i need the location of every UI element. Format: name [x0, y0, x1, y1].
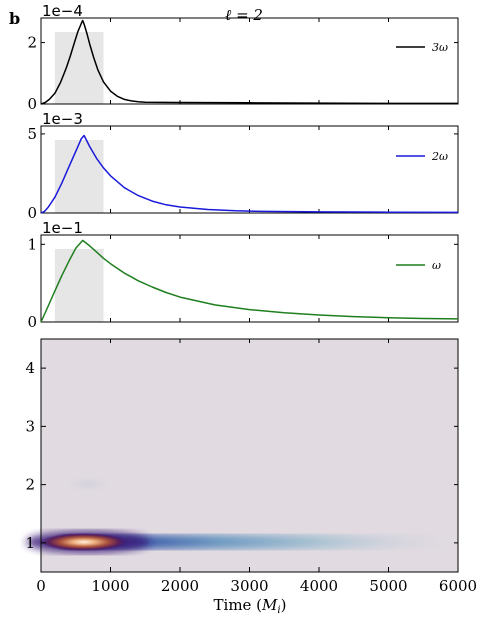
y-tick-label: 5: [27, 125, 37, 143]
line-panel-2: 0 5 1e−3 2ω: [27, 110, 459, 222]
x-axis-label: Time (Mi): [214, 596, 287, 616]
x-tick-label: 6000: [439, 577, 477, 595]
x-tick-label: 0: [36, 577, 46, 595]
x-tick-label: 1000: [91, 577, 129, 595]
legend-label: ω: [432, 259, 441, 272]
series-line: [40, 239, 459, 323]
y-tick-label: 3: [25, 417, 35, 435]
y-tick-label: 2: [25, 476, 35, 494]
y-tick-label: 1: [25, 534, 35, 552]
shaded-window: [54, 140, 104, 213]
faint-harmonic-2: [60, 476, 116, 492]
fundamental-tail: [60, 535, 458, 549]
legend-label: 3ω: [432, 41, 448, 54]
x-tick-label: 4000: [300, 577, 338, 595]
y-tick-label: 0: [27, 204, 37, 222]
fundamental-core: [40, 533, 128, 551]
y-multiplier: 1e−3: [42, 110, 83, 128]
y-tick-label: 0: [27, 313, 37, 331]
series-line: [40, 134, 459, 214]
figure-title: ℓ = 2: [225, 6, 263, 24]
y-multiplier: 1e−1: [42, 219, 83, 237]
y-tick-label: 0: [27, 95, 37, 113]
line-panel-1: 0 2 1e−4 3ω: [27, 2, 459, 113]
x-tick-label: 2000: [161, 577, 199, 595]
legend-label: 2ω: [431, 150, 448, 163]
spectrogram-panel: 0 1000 2000 3000 4000 5000 6000 1 2 3 4 Time (Mi): [25, 338, 477, 616]
line-panel-3: 0 1 1e−1 ω: [27, 219, 459, 331]
series-line: [40, 19, 458, 105]
y-tick-label: 1: [27, 235, 37, 253]
y-multiplier: 1e−4: [42, 2, 83, 20]
shaded-window: [54, 249, 104, 322]
y-tick-label: 4: [25, 359, 35, 377]
x-tick-label: 5000: [369, 577, 407, 595]
shaded-window: [54, 32, 104, 104]
x-tick-label: 3000: [230, 577, 268, 595]
y-tick-label: 2: [27, 34, 37, 52]
panel-label: b: [9, 9, 20, 28]
